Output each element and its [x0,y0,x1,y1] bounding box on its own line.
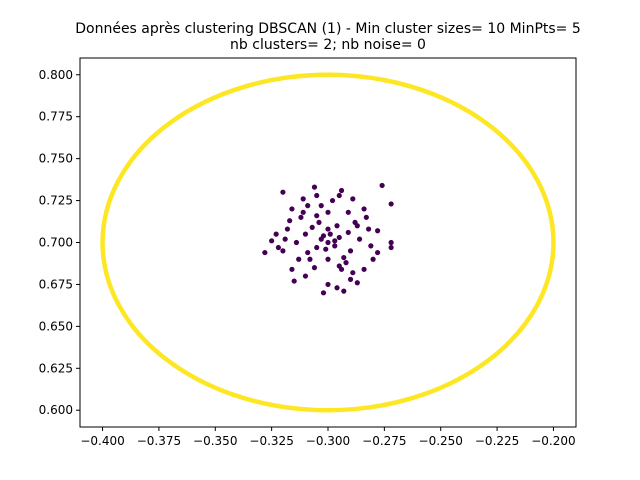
data-point [325,226,331,232]
data-point [354,280,360,286]
x-tick-label: −0.350 [193,434,237,448]
data-point [300,209,306,215]
data-point [327,231,333,237]
data-point [343,260,349,266]
data-point [316,219,322,225]
data-point [325,256,331,262]
data-point [336,263,342,269]
data-point [388,244,394,251]
y-tick-label: 0.775 [39,110,73,124]
data-point [318,203,324,209]
data-point [311,184,318,190]
data-point [375,249,381,256]
data-point [345,229,351,236]
x-tick-label: −0.200 [531,434,575,448]
data-point [307,256,313,262]
data-point [275,244,281,251]
data-point [302,273,309,279]
data-point [305,203,311,209]
data-point [334,223,340,229]
chart-title-line-1: Données après clustering DBSCAN (1) - Mi… [75,21,581,37]
y-tick-label: 0.800 [39,68,73,82]
data-point [332,238,338,244]
data-point [262,249,268,256]
data-point [314,192,320,199]
data-point [341,254,347,261]
data-point [356,236,363,242]
data-point [296,256,302,262]
data-point [332,243,338,249]
data-point [305,249,311,256]
data-point [338,187,345,194]
data-point [298,214,304,220]
data-point [314,244,320,251]
data-point [329,197,336,204]
y-tick-label: 0.625 [39,361,73,375]
data-point [345,209,351,215]
data-point [365,226,372,232]
data-point [347,276,354,282]
data-point [273,231,279,237]
data-point [368,243,374,249]
ring-series [100,72,556,413]
data-point [314,213,320,219]
data-point [388,239,394,246]
x-tick-label: −0.300 [306,434,350,448]
data-point [363,214,369,220]
data-point [302,231,309,237]
data-point [291,278,297,284]
data-point [311,265,318,271]
data-point [287,218,293,224]
blob-series [262,182,394,296]
data-point [350,270,356,276]
data-point [354,223,360,229]
data-point [269,238,275,244]
data-point [318,236,324,242]
data-point [347,248,354,254]
data-point [379,182,385,189]
chart-title-line-2: nb clusters= 2; nb noise= 0 [230,37,426,53]
data-point [325,239,331,246]
data-point [323,246,329,252]
data-point [293,239,300,246]
x-tick-label: −0.225 [475,434,519,448]
data-point [289,206,295,212]
data-point [280,248,286,254]
data-point [361,266,367,272]
data-point [361,206,367,212]
x-tick-label: −0.275 [362,434,406,448]
ring-mark [100,72,556,413]
x-tick-label: −0.400 [80,434,124,448]
data-point [341,288,347,294]
data-point [325,209,331,215]
data-point [388,201,394,207]
x-tick-label: −0.325 [249,434,293,448]
x-tick-label: −0.375 [137,434,181,448]
data-point [309,224,315,231]
data-point [370,256,376,262]
data-point [289,266,295,272]
y-axis: 0.600 0.625 0.650 0.675 0.700 0.725 0.750 0.775… [39,68,80,417]
data-point [284,226,291,232]
x-axis: −0.400 −0.375 −0.350 −0.325 −0.300 −0.275 −0.2… [80,427,576,448]
y-tick-label: 0.700 [39,236,73,250]
y-tick-label: 0.650 [39,319,73,333]
x-tick-label: −0.250 [419,434,463,448]
data-point [334,285,340,291]
data-point [336,192,342,199]
plot-area [100,72,556,413]
data-point [325,281,331,288]
data-point [350,196,356,202]
data-point [282,236,288,242]
y-tick-label: 0.675 [39,277,73,291]
data-point [336,234,342,241]
data-point [280,189,286,195]
y-tick-label: 0.600 [39,403,73,417]
data-point [375,228,381,234]
y-tick-label: 0.725 [39,194,73,208]
data-point [320,290,327,296]
y-tick-label: 0.750 [39,152,73,166]
data-point [300,196,306,202]
